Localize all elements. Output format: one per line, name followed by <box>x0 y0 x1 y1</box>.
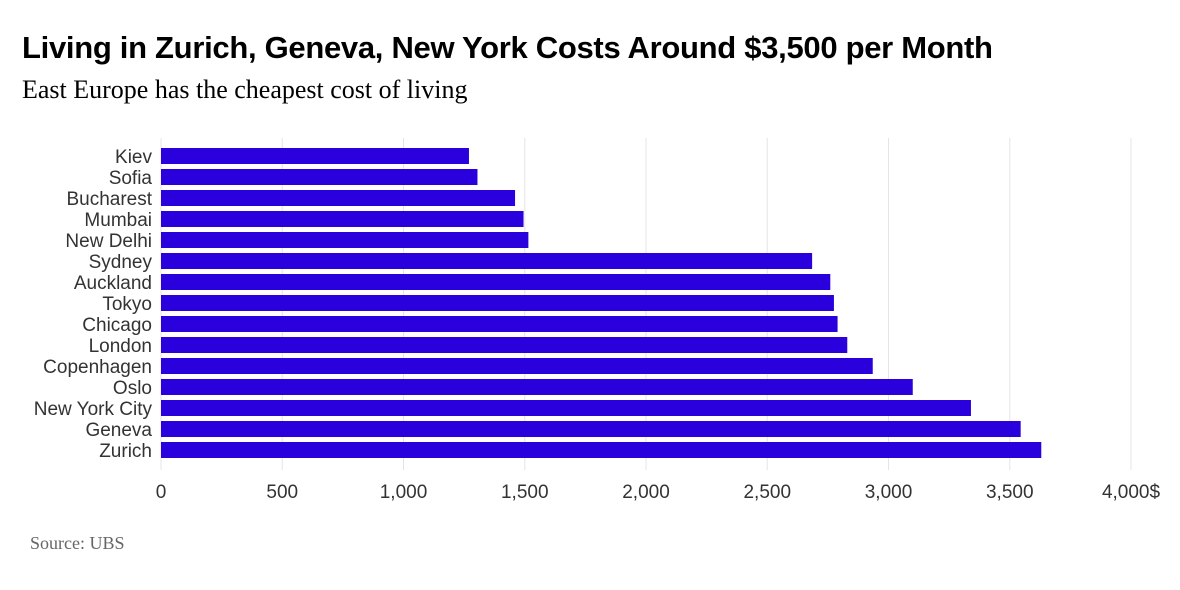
bar <box>161 421 1021 437</box>
x-tick-label: 0 <box>156 482 167 503</box>
chart-title: Living in Zurich, Geneva, New York Costs… <box>22 30 993 65</box>
category-label: Kiev <box>115 147 152 168</box>
x-tick-label: 1,000 <box>380 482 428 503</box>
bar <box>161 232 529 248</box>
x-tick-label: 3,500 <box>986 482 1034 503</box>
category-label: New Delhi <box>65 231 152 252</box>
bar <box>161 316 838 332</box>
bar <box>161 358 873 374</box>
x-axis-ticks: 0 500 1,000 1,500 2,000 2,500 3,000 3,500 4,000$ <box>156 482 1161 503</box>
bar <box>161 274 831 290</box>
category-label: Geneva <box>85 420 152 441</box>
bars <box>161 148 1042 458</box>
bar <box>161 295 834 311</box>
bar <box>161 169 478 185</box>
category-label: Bucharest <box>66 189 152 210</box>
bar <box>161 253 813 269</box>
bar <box>161 190 516 206</box>
x-tick-label: 4,000$ <box>1102 482 1161 503</box>
category-label: Sofia <box>109 168 153 189</box>
category-label: Mumbai <box>84 210 152 231</box>
x-tick-label: 500 <box>266 482 298 503</box>
chart-subtitle: East Europe has the cheapest cost of liv… <box>22 75 468 104</box>
bar <box>161 400 971 416</box>
bar <box>161 337 848 353</box>
category-label: Auckland <box>74 273 152 294</box>
x-tick-label: 3,000 <box>865 482 913 503</box>
category-label: New York City <box>34 399 153 420</box>
category-label: Tokyo <box>102 294 152 315</box>
category-label: Chicago <box>82 315 152 336</box>
bar <box>161 211 524 227</box>
bar <box>161 148 469 164</box>
x-tick-label: 2,500 <box>743 482 791 503</box>
category-label: Sydney <box>89 252 153 273</box>
category-label: Zurich <box>99 441 152 462</box>
category-label: Oslo <box>113 378 152 399</box>
x-tick-label: 2,000 <box>622 482 670 503</box>
bar <box>161 442 1042 458</box>
bar <box>161 379 913 395</box>
category-label: Copenhagen <box>43 357 152 378</box>
x-tick-label: 1,500 <box>501 482 549 503</box>
category-label: London <box>89 336 152 357</box>
source-note: Source: UBS <box>30 533 125 553</box>
